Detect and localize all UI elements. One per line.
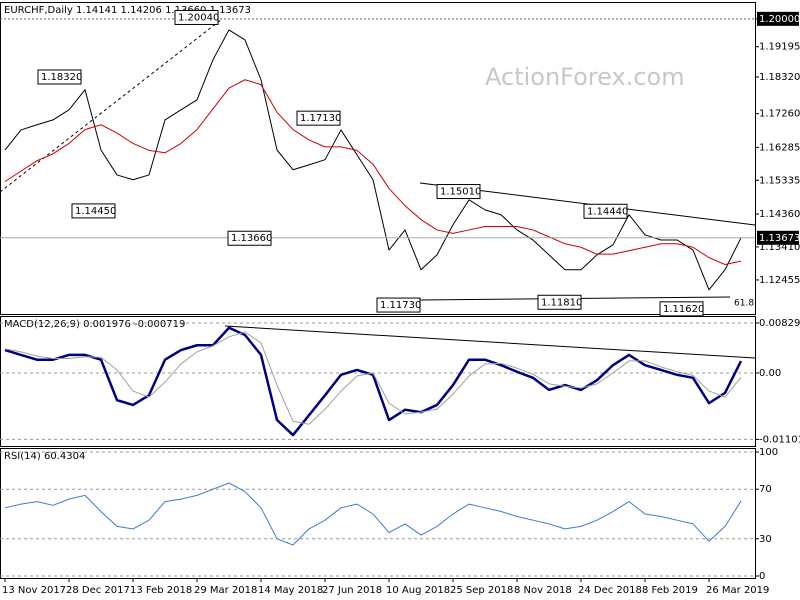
- trend-line: [224, 325, 756, 359]
- x-tick-label: 28 Dec 2017: [66, 585, 130, 596]
- y-tick-label: 1.20000: [759, 14, 800, 25]
- x-tick-label: 27 Jun 2018: [322, 585, 382, 596]
- watermark: ActionForex.com: [485, 63, 685, 91]
- annotation-box: [376, 297, 421, 313]
- annotation-box: [71, 203, 116, 219]
- panel-title: RSI(14) 60.4304: [4, 451, 85, 462]
- x-tick-label: 24 Dec 2018: [578, 585, 642, 596]
- series-line: [4, 331, 742, 425]
- x-tick-label: 8 Nov 2018: [514, 585, 572, 596]
- y-tick-label: 1.17260: [759, 109, 800, 120]
- annotation-label: 1.11810: [541, 297, 582, 308]
- fib-label: 61.8: [734, 299, 754, 309]
- current-price-label: 1.13673: [759, 233, 800, 244]
- panel: [0, 2, 756, 315]
- series-line: [4, 326, 743, 437]
- panel: [0, 316, 756, 447]
- x-tick-label: 13 Feb 2018: [130, 585, 192, 596]
- x-tick-label: 8 Feb 2019: [642, 585, 698, 596]
- series-line: [4, 482, 742, 546]
- annotation-label: 1.17130: [300, 113, 341, 124]
- y-tick-label: 1.19195: [759, 42, 800, 53]
- series-line: [4, 29, 742, 291]
- annotation-label: 1.20040: [178, 12, 219, 23]
- y-tick-label: 100: [759, 447, 778, 458]
- y-tick-label: 30: [759, 534, 772, 545]
- y-tick-label: 1.15335: [759, 175, 800, 186]
- y-tick-label: 1.14360: [759, 209, 800, 220]
- y-tick-label: 1.12455: [759, 275, 800, 286]
- x-tick-label: 13 Nov 2017: [2, 585, 66, 596]
- x-tick-label: 10 Aug 2018: [386, 585, 450, 596]
- annotation-box: [436, 184, 481, 200]
- annotation-box: [296, 110, 341, 126]
- y-tick-label: 0: [759, 571, 765, 582]
- y-tick-label: 1.16285: [759, 142, 800, 153]
- annotation-label: 1.14450: [75, 206, 116, 217]
- annotation-label: 1.11730: [380, 300, 421, 311]
- panel-title: EURCHF,Daily 1.14141 1.14206 1.13660 1.1…: [4, 5, 251, 16]
- y-tick-label: 0.00: [759, 368, 781, 379]
- annotation-box: [37, 69, 82, 85]
- panel: [0, 448, 756, 579]
- annotation-box: [227, 230, 272, 246]
- annotation-box: [537, 294, 582, 310]
- y-tick-label: -0.011015: [759, 434, 800, 445]
- x-tick-label: 25 Sep 2018: [450, 585, 513, 596]
- x-tick-label: 14 May 2018: [258, 585, 323, 596]
- annotation-box: [583, 203, 628, 219]
- x-tick-label: 29 Mar 2018: [194, 585, 257, 596]
- annotation-label: 1.14440: [587, 206, 628, 217]
- panel-title: MACD(12,26,9) 0.001976 -0.000719: [4, 319, 185, 330]
- annotation-label: 1.18320: [41, 72, 82, 83]
- annotation-label: 1.15010: [440, 187, 481, 198]
- x-tick-label: 26 Mar 2019: [706, 585, 769, 596]
- y-tick-label: 1.18320: [759, 72, 800, 83]
- current-price-box: [757, 230, 799, 245]
- y-tick-label: 0.008292: [759, 318, 800, 329]
- annotation-label: 1.13660: [231, 233, 272, 244]
- tick-highlight: [757, 11, 799, 26]
- y-tick-label: 1.13410: [759, 242, 800, 253]
- annotation-label: 1.11620: [663, 304, 704, 315]
- y-tick-label: 70: [759, 484, 772, 495]
- trend-line: [0, 18, 223, 193]
- annotation-box: [174, 9, 219, 25]
- series-line: [4, 79, 742, 266]
- annotation-box: [659, 301, 704, 317]
